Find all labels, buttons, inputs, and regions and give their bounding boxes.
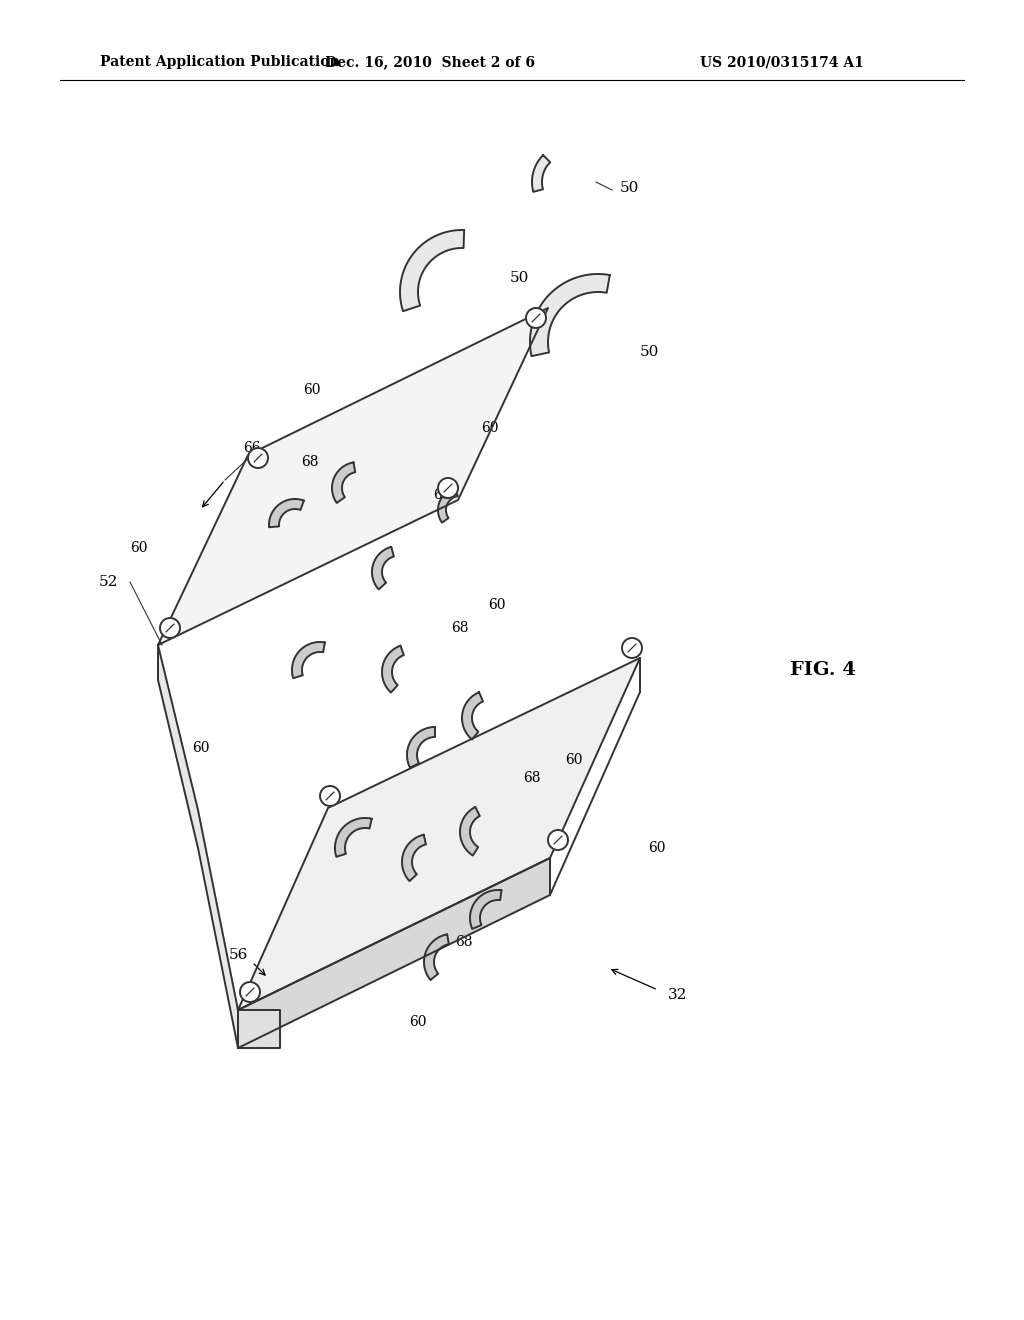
Polygon shape (402, 834, 426, 880)
Circle shape (622, 638, 642, 657)
Polygon shape (530, 275, 610, 356)
Text: 60: 60 (130, 541, 148, 554)
Text: 56: 56 (228, 948, 248, 962)
Polygon shape (372, 546, 394, 590)
Text: Patent Application Publication: Patent Application Publication (100, 55, 340, 69)
Text: FIG. 4: FIG. 4 (790, 661, 856, 678)
Polygon shape (382, 645, 403, 693)
Polygon shape (269, 499, 304, 527)
Polygon shape (407, 727, 435, 768)
Text: 50: 50 (510, 271, 529, 285)
Text: US 2010/0315174 A1: US 2010/0315174 A1 (700, 55, 864, 69)
Text: 60: 60 (193, 741, 210, 755)
Text: 68: 68 (301, 455, 318, 469)
Text: 68: 68 (456, 935, 473, 949)
Circle shape (240, 982, 260, 1002)
Polygon shape (400, 230, 464, 312)
Text: Dec. 16, 2010  Sheet 2 of 6: Dec. 16, 2010 Sheet 2 of 6 (325, 55, 535, 69)
Text: 60: 60 (565, 752, 583, 767)
Polygon shape (292, 642, 325, 678)
Text: 68: 68 (433, 488, 451, 502)
Circle shape (548, 830, 568, 850)
Polygon shape (238, 858, 550, 1048)
Circle shape (160, 618, 180, 638)
Polygon shape (438, 488, 458, 523)
Polygon shape (238, 1010, 280, 1048)
Text: 60: 60 (648, 841, 666, 855)
Circle shape (319, 785, 340, 807)
Text: 60: 60 (410, 1015, 427, 1030)
Text: 60: 60 (303, 383, 321, 397)
Text: 68: 68 (523, 771, 541, 785)
Polygon shape (158, 645, 238, 1048)
Circle shape (526, 308, 546, 327)
Text: 52: 52 (98, 576, 118, 589)
Polygon shape (462, 692, 483, 739)
Polygon shape (238, 657, 640, 1010)
Circle shape (438, 478, 458, 498)
Text: 66: 66 (244, 441, 261, 455)
Polygon shape (532, 156, 550, 191)
Text: 32: 32 (668, 987, 687, 1002)
Text: 68: 68 (452, 620, 469, 635)
Text: 50: 50 (640, 345, 659, 359)
Text: 60: 60 (481, 421, 499, 436)
Text: 60: 60 (488, 598, 506, 612)
Polygon shape (335, 818, 372, 857)
Text: 50: 50 (620, 181, 639, 195)
Polygon shape (470, 890, 502, 929)
Circle shape (248, 447, 268, 469)
Polygon shape (424, 935, 449, 979)
Polygon shape (158, 308, 548, 645)
Polygon shape (332, 462, 355, 503)
Polygon shape (460, 807, 480, 855)
